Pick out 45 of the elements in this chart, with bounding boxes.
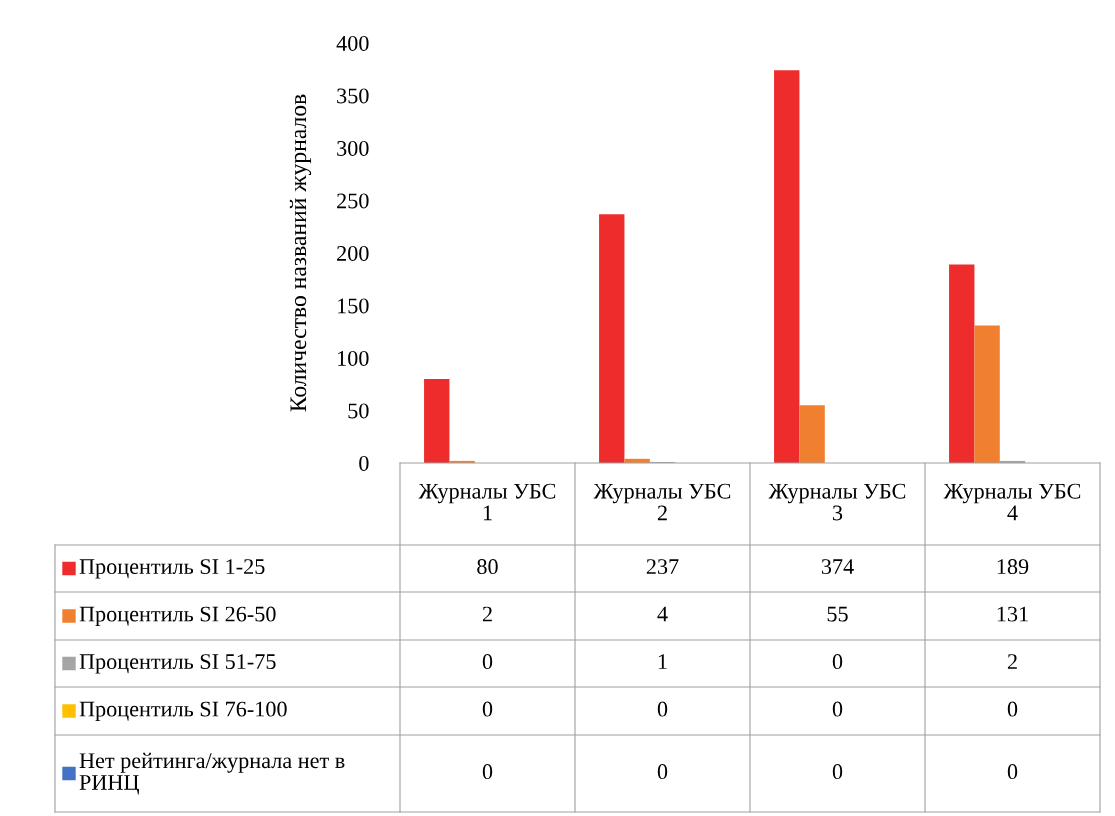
y-tick-label: 150 — [338, 298, 369, 314]
y-axis-title: Количество названий журналов — [289, 94, 312, 412]
data-label: 131 — [997, 606, 1028, 622]
legend-label: Нет рейтинга/журнала нет в РИНЦ — [79, 752, 345, 795]
bar — [424, 379, 450, 463]
y-tick-label: 100 — [338, 350, 369, 366]
data-label: 2 — [482, 606, 492, 622]
data-label: 374 — [821, 559, 854, 575]
data-label: 0 — [1007, 701, 1018, 717]
data-label: 0 — [657, 701, 668, 717]
data-label: 2 — [1007, 654, 1017, 669]
data-label: 80 — [477, 559, 498, 575]
data-label: 0 — [832, 654, 843, 670]
legend-label: Процентиль SI 51-75 — [79, 654, 276, 674]
data-label: 237 — [646, 559, 679, 575]
data-label: 4 — [657, 606, 668, 622]
data-label: 189 — [997, 559, 1029, 575]
bar — [599, 214, 625, 463]
legend-label: Процентиль SI 1-25 — [79, 559, 265, 579]
bar — [949, 264, 975, 463]
data-label: 0 — [1007, 764, 1018, 780]
y-tick-label: 50 — [348, 403, 369, 419]
data-label: 0 — [482, 654, 493, 670]
data-label: 0 — [832, 701, 843, 717]
legend-label: Процентиль SI 76-100 — [79, 701, 287, 722]
data-label: 0 — [832, 764, 843, 780]
x-tick-label: Журналы УБС 4 — [943, 483, 1081, 521]
x-tick-label: Журналы УБС 2 — [593, 483, 731, 521]
data-label: 0 — [482, 764, 493, 780]
legend-label: Процентиль SI 26-50 — [79, 606, 276, 627]
bar — [974, 325, 1000, 463]
y-tick-label: 300 — [337, 140, 369, 156]
x-tick-label: Журналы УБС 3 — [768, 483, 906, 521]
x-tick-label: Журналы УБС 1 — [418, 483, 556, 521]
y-tick-label: 200 — [337, 245, 369, 261]
bar — [799, 405, 825, 463]
y-tick-label: 0 — [359, 455, 369, 471]
y-tick-label: 400 — [336, 35, 369, 51]
y-tick-label: 350 — [337, 88, 369, 104]
data-label: 1 — [658, 654, 667, 669]
data-label: 0 — [657, 764, 668, 780]
data-label: 55 — [827, 606, 848, 622]
bar — [774, 70, 800, 463]
y-tick-label: 250 — [337, 193, 369, 209]
data-label: 0 — [482, 701, 493, 717]
